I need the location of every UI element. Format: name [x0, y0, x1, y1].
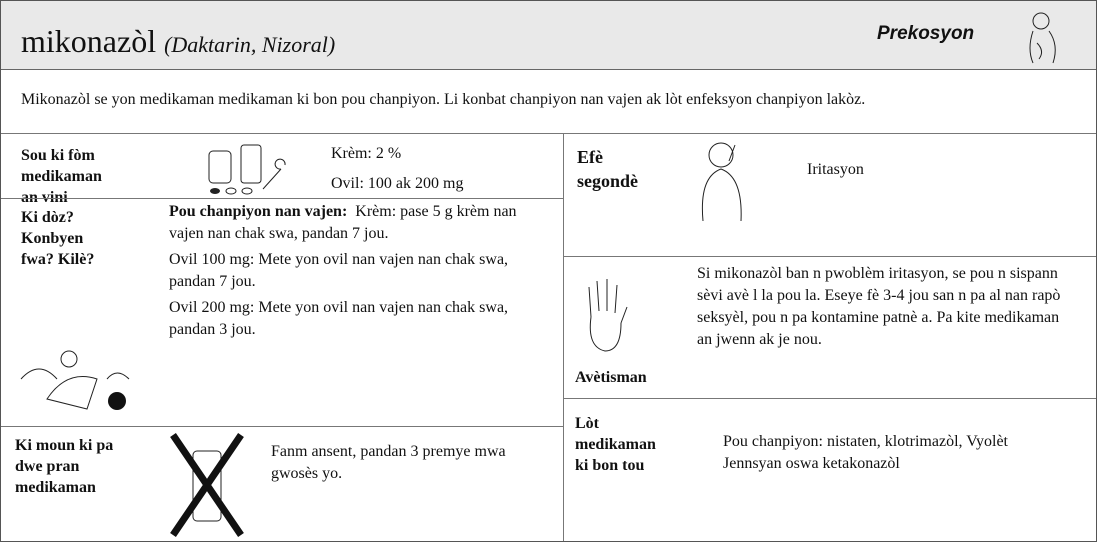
- title-block: mikonazòl (Daktarin, Nizoral): [21, 23, 335, 60]
- contraindications-text: Fanm ansent, pandan 3 premye mwa gwosès …: [271, 443, 506, 482]
- warning-label: Avètisman: [575, 369, 647, 386]
- label-line: Sou ki fòm: [21, 147, 95, 164]
- drug-name: mikonazòl: [21, 23, 157, 59]
- label-line: Konbyen: [21, 230, 84, 247]
- forms-label: Sou ki fòm medikaman an vini: [21, 145, 102, 208]
- label-line: ki bon tou: [575, 457, 645, 474]
- label-line: Lòt: [575, 415, 599, 432]
- badge: Prekosyon: [877, 23, 975, 44]
- label-line: medikaman: [15, 479, 96, 496]
- hand-icon: [588, 279, 628, 352]
- dosage-paragraph: Ovil 100 mg: Mete yon ovil nan vajen nan…: [169, 251, 509, 290]
- divider: [563, 398, 1096, 399]
- label-line: an vini: [21, 189, 68, 206]
- label-line: medikaman: [21, 168, 102, 185]
- label-line: Efè: [577, 147, 603, 167]
- pregnant-icon: [1029, 12, 1056, 64]
- woman-icon: [701, 142, 742, 221]
- label-line: Ki dòz?: [21, 209, 74, 226]
- dosage-paragraph: Ovil 200 mg: Mete yon ovil nan vajen nan…: [169, 299, 509, 338]
- intro: Mikonazòl se yon medikaman medikaman ki …: [21, 91, 866, 108]
- divider: [1, 133, 1096, 134]
- brand-names: (Daktarin, Nizoral): [164, 32, 336, 57]
- label-line: fwa? Kilè?: [21, 251, 95, 268]
- form-item: Krèm: 2 %: [331, 145, 402, 162]
- divider: [563, 256, 1096, 257]
- divider: [1, 426, 563, 427]
- side-effects-label: Efè segondè: [577, 145, 638, 193]
- dosage-text: Pou chanpiyon nan vajen: Krèm: pase 5 g …: [169, 201, 549, 341]
- label-line: dwe pran: [15, 458, 80, 475]
- medicine-icon: [208, 144, 286, 195]
- label-line: Ki moun ki pa: [15, 437, 114, 454]
- dosage-heading: Pou chanpiyon nan vajen:: [169, 203, 348, 220]
- sun-moon-icon: [20, 350, 130, 410]
- contraindications-label: Ki moun ki pa dwe pran medikaman: [15, 435, 113, 498]
- side-effects-text: Iritasyon: [807, 161, 864, 178]
- alternatives-text: Pou chanpiyon: nistaten, klotrimazòl, Vy…: [723, 433, 1008, 472]
- dosage-label: Ki dòz? Konbyen fwa? Kilè?: [21, 207, 94, 270]
- dosage-paragraph: Krèm: pase 5 g krèm nan vajen nan chak s…: [169, 203, 517, 242]
- header: [1, 1, 1096, 70]
- form-item: Ovil: 100 ak 200 mg: [331, 175, 464, 192]
- divider: [1, 198, 563, 199]
- divider: [563, 133, 564, 541]
- no-medicine-icon: [170, 433, 244, 537]
- alternatives-label: Lòt medikaman ki bon tou: [575, 413, 656, 476]
- label-line: medikaman: [575, 436, 656, 453]
- warning-text: Si mikonazòl ban n pwoblèm iritasyon, se…: [697, 265, 1061, 348]
- label-line: segondè: [577, 171, 639, 191]
